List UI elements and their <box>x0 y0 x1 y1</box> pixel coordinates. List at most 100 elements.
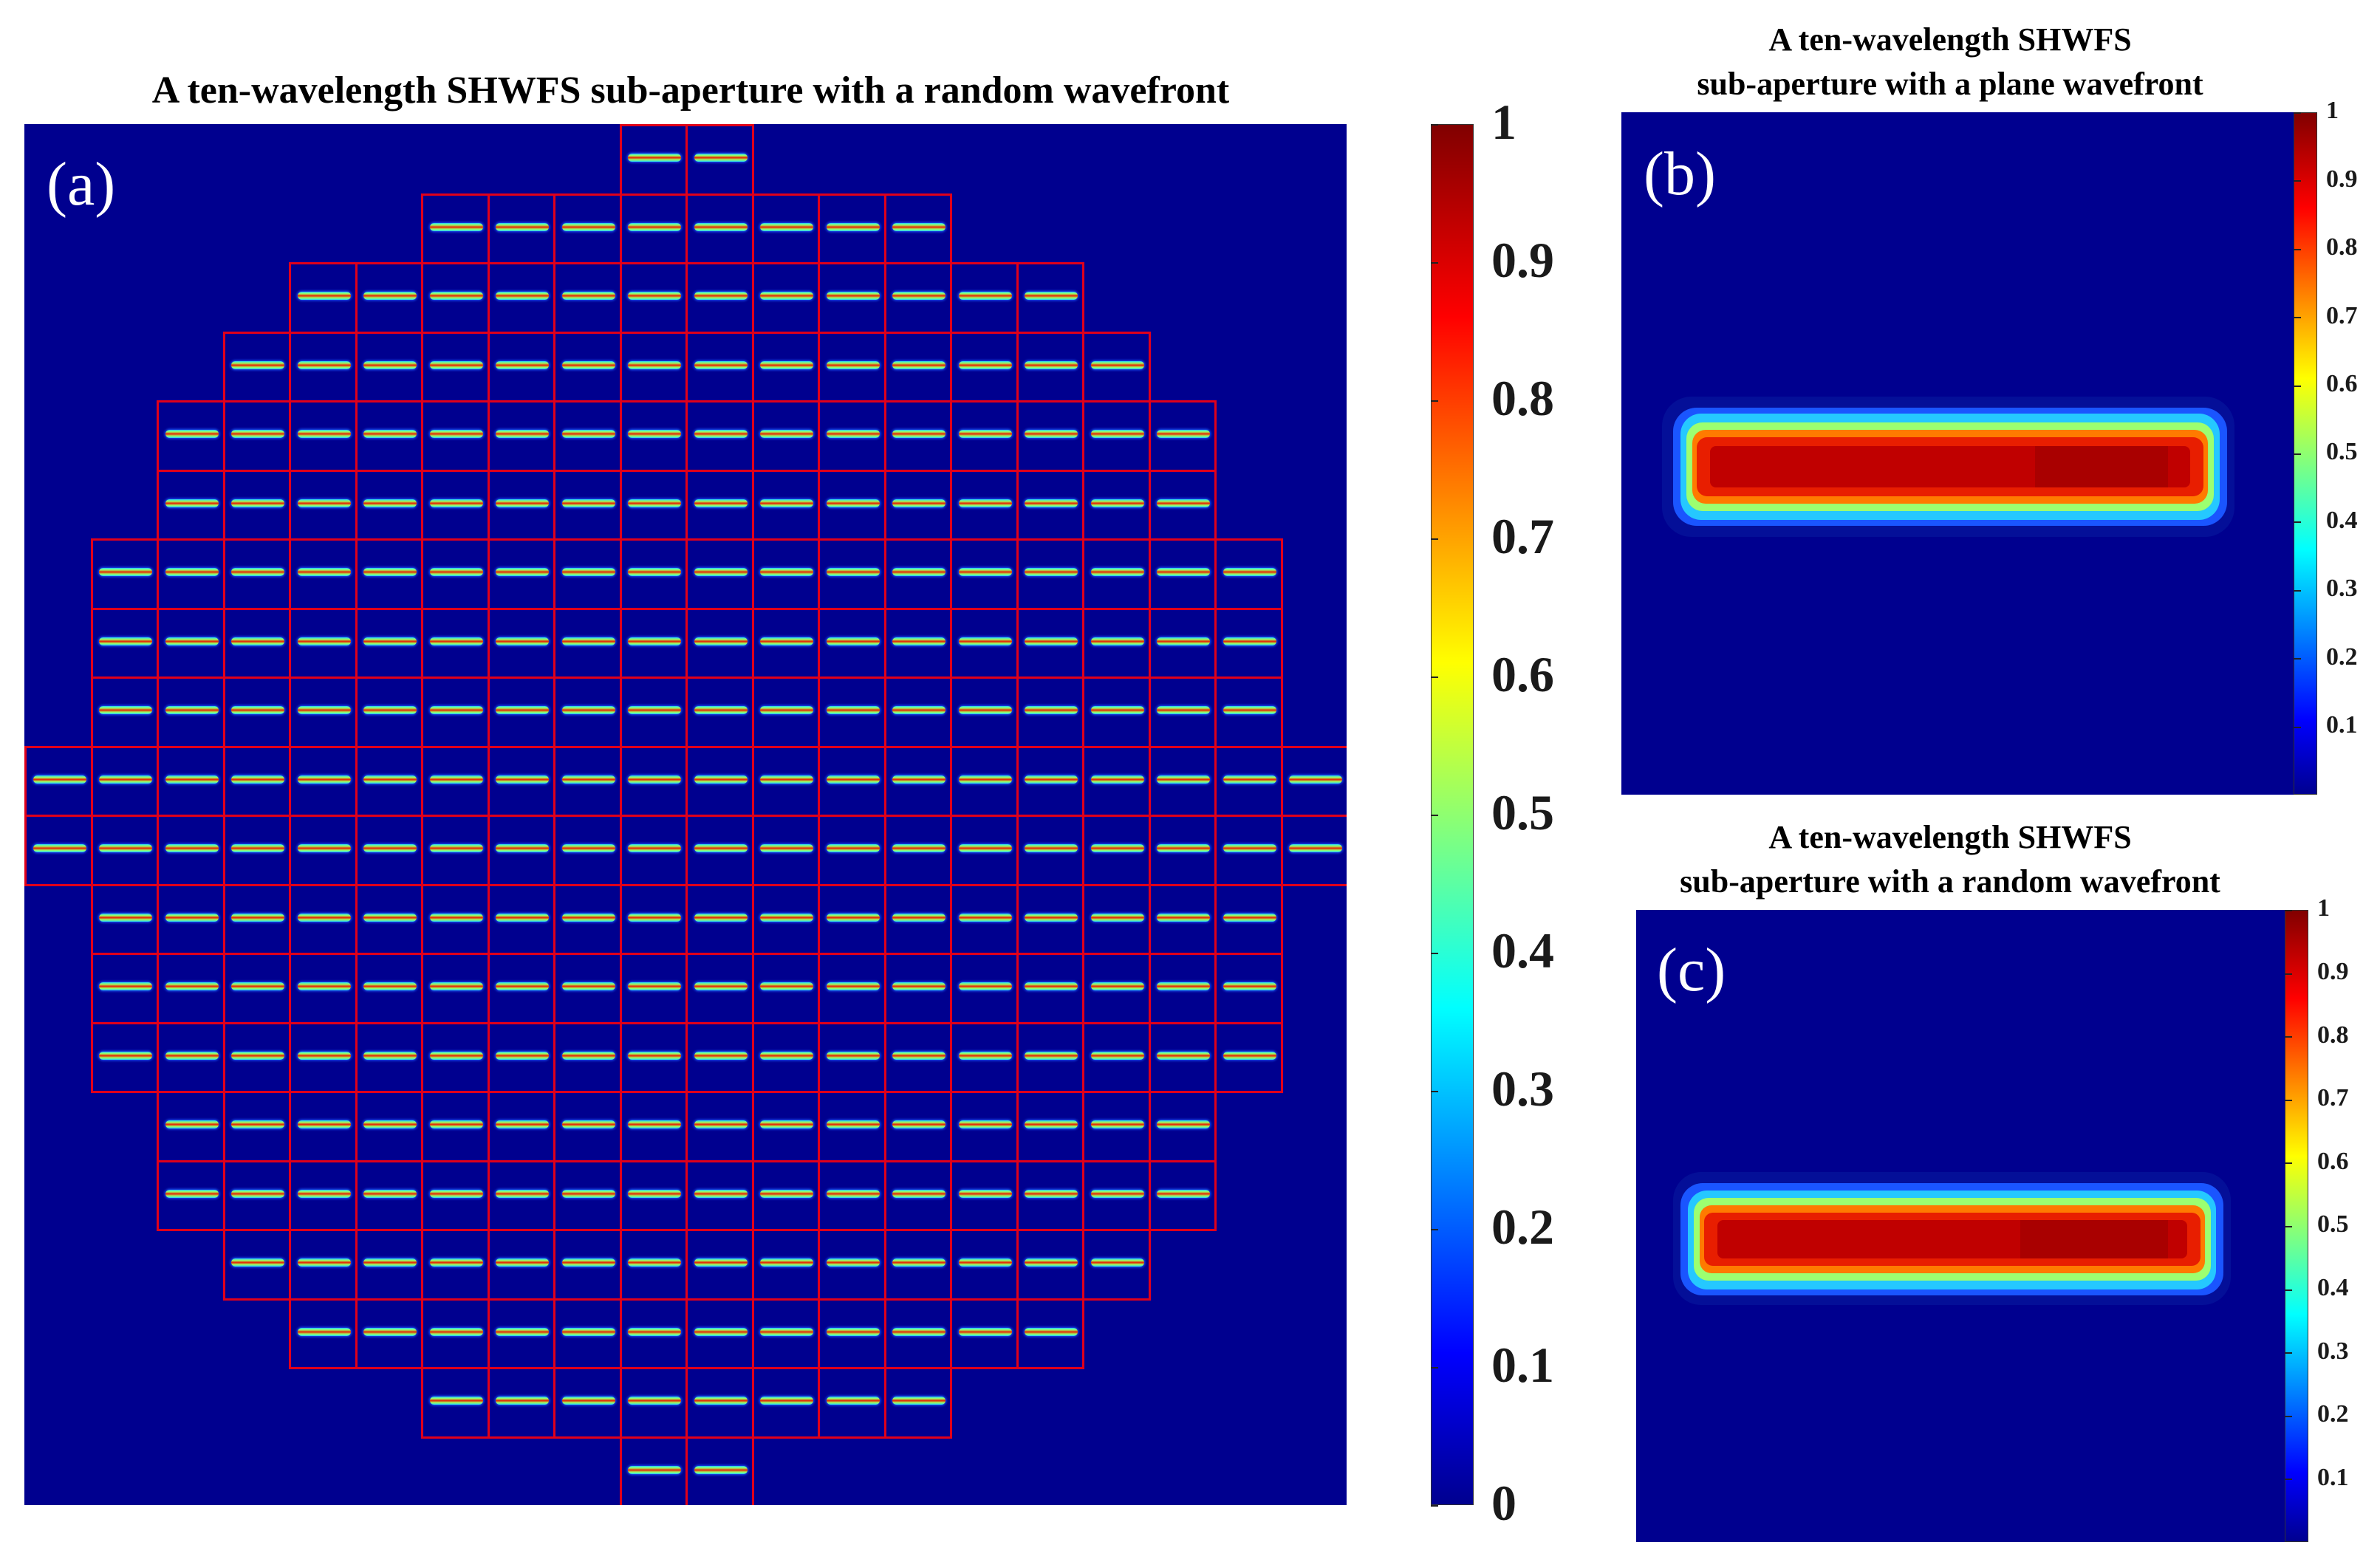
lenslet-cell <box>751 538 820 610</box>
lenslet-cell <box>685 538 754 610</box>
lenslet-spot <box>429 1051 483 1060</box>
lenslet-spot <box>429 706 483 715</box>
lenslet-spot <box>1157 637 1211 645</box>
lenslet-cell <box>619 400 688 472</box>
lenslet-cell <box>1214 538 1283 610</box>
lenslet-spot <box>628 154 682 162</box>
lenslet-cell <box>950 607 1019 679</box>
lenslet-spot <box>628 637 682 645</box>
panel-a-colorbar-tick-label: 0.6 <box>1491 645 1554 702</box>
lenslet-spot <box>1223 1051 1276 1060</box>
lenslet-spot <box>561 292 615 301</box>
lenslet-spot <box>1025 913 1078 922</box>
lenslet-spot <box>496 292 550 301</box>
lenslet-cell <box>1016 676 1084 748</box>
lenslet-cell <box>950 331 1019 403</box>
lenslet-cell <box>685 1436 754 1505</box>
lenslet-spot <box>496 844 550 853</box>
lenslet-spot <box>628 1397 682 1405</box>
lenslet-cell <box>90 815 159 886</box>
lenslet-spot <box>892 1051 946 1060</box>
panel-b-colorbar-tick-mark <box>2294 726 2301 728</box>
lenslet-spot <box>892 430 946 439</box>
lenslet-cell <box>553 193 622 264</box>
lenslet-spot <box>958 360 1012 369</box>
panel-a-colorbar-tick-mark <box>1431 1505 1438 1507</box>
lenslet-cell <box>619 331 688 403</box>
lenslet-spot <box>496 430 550 439</box>
lenslet-spot <box>958 1258 1012 1267</box>
lenslet-spot <box>1223 844 1276 853</box>
lenslet-cell <box>1082 400 1151 472</box>
lenslet-cell <box>90 538 159 610</box>
lenslet-cell <box>1082 1021 1151 1093</box>
panel-b-title-line2: sub-aperture with a plane wavefront <box>1697 66 2203 102</box>
lenslet-spot <box>628 1189 682 1198</box>
lenslet-spot <box>694 982 748 991</box>
lenslet-spot <box>694 1465 748 1474</box>
lenslet-cell <box>1016 1159 1084 1231</box>
panel-b-colorbar-tick-label: 0.2 <box>2326 643 2358 671</box>
lenslet-cell <box>950 676 1019 748</box>
lenslet-spot <box>1025 360 1078 369</box>
lenslet-cell <box>619 1298 688 1369</box>
lenslet-cell <box>421 676 490 748</box>
lenslet-spot <box>892 360 946 369</box>
lenslet-cell <box>685 1159 754 1231</box>
lenslet-cell <box>751 1298 820 1369</box>
lenslet-spot <box>429 1258 483 1267</box>
lenslet-cell <box>818 815 886 886</box>
lenslet-spot <box>628 568 682 577</box>
lenslet-cell <box>883 1091 952 1162</box>
lenslet-spot <box>628 1051 682 1060</box>
lenslet-cell <box>487 1159 555 1231</box>
lenslet-cell <box>289 1298 358 1369</box>
lenslet-cell <box>950 745 1019 817</box>
panel-a-colorbar-tick-label: 0 <box>1491 1474 1516 1531</box>
lenslet-cell <box>289 815 358 886</box>
lenslet-spot <box>496 706 550 715</box>
lenslet-spot <box>694 568 748 577</box>
lenslet-spot <box>1223 637 1276 645</box>
lenslet-spot <box>628 1465 682 1474</box>
lenslet-cell <box>818 1091 886 1162</box>
lenslet-cell <box>685 883 754 955</box>
lenslet-cell <box>1016 400 1084 472</box>
lenslet-spot <box>363 1120 417 1129</box>
lenslet-cell <box>487 193 555 264</box>
panel-b-heatmap: (b) <box>1621 112 2294 795</box>
lenslet-cell <box>421 1159 490 1231</box>
lenslet-spot <box>231 568 285 577</box>
lenslet-spot <box>165 913 219 922</box>
panel-a-colorbar-tick-mark <box>1431 953 1438 954</box>
lenslet-spot <box>496 1327 550 1336</box>
lenslet-cell <box>619 1021 688 1093</box>
panel-c-colorbar-tick-label: 0.1 <box>2317 1463 2349 1491</box>
lenslet-spot <box>231 1189 285 1198</box>
lenslet-cell <box>487 1367 555 1439</box>
lenslet-spot <box>496 1051 550 1060</box>
lenslet-cell <box>222 745 291 817</box>
panel-c-colorbar-tick-mark <box>2285 1289 2292 1291</box>
lenslet-spot <box>826 1258 880 1267</box>
lenslet-cell <box>685 124 754 196</box>
lenslet-cell <box>1148 883 1217 955</box>
lenslet-spot <box>1157 982 1211 991</box>
lenslet-cell <box>1016 1298 1084 1369</box>
lenslet-spot <box>892 775 946 784</box>
lenslet-cell <box>157 953 225 1024</box>
lenslet-spot <box>760 1258 814 1267</box>
lenslet-cell <box>487 331 555 403</box>
lenslet-spot <box>165 1051 219 1060</box>
lenslet-spot <box>958 1120 1012 1129</box>
lenslet-cell <box>553 1298 622 1369</box>
lenslet-cell <box>1016 883 1084 955</box>
panel-c-colorbar-tick-label: 0.8 <box>2317 1021 2349 1049</box>
lenslet-spot <box>1090 360 1144 369</box>
lenslet-cell <box>1148 745 1217 817</box>
lenslet-spot <box>231 1258 285 1267</box>
lenslet-cell <box>487 262 555 334</box>
lenslet-cell <box>355 331 423 403</box>
panel-b-colorbar-tick-mark <box>2294 521 2301 524</box>
lenslet-cell <box>553 331 622 403</box>
